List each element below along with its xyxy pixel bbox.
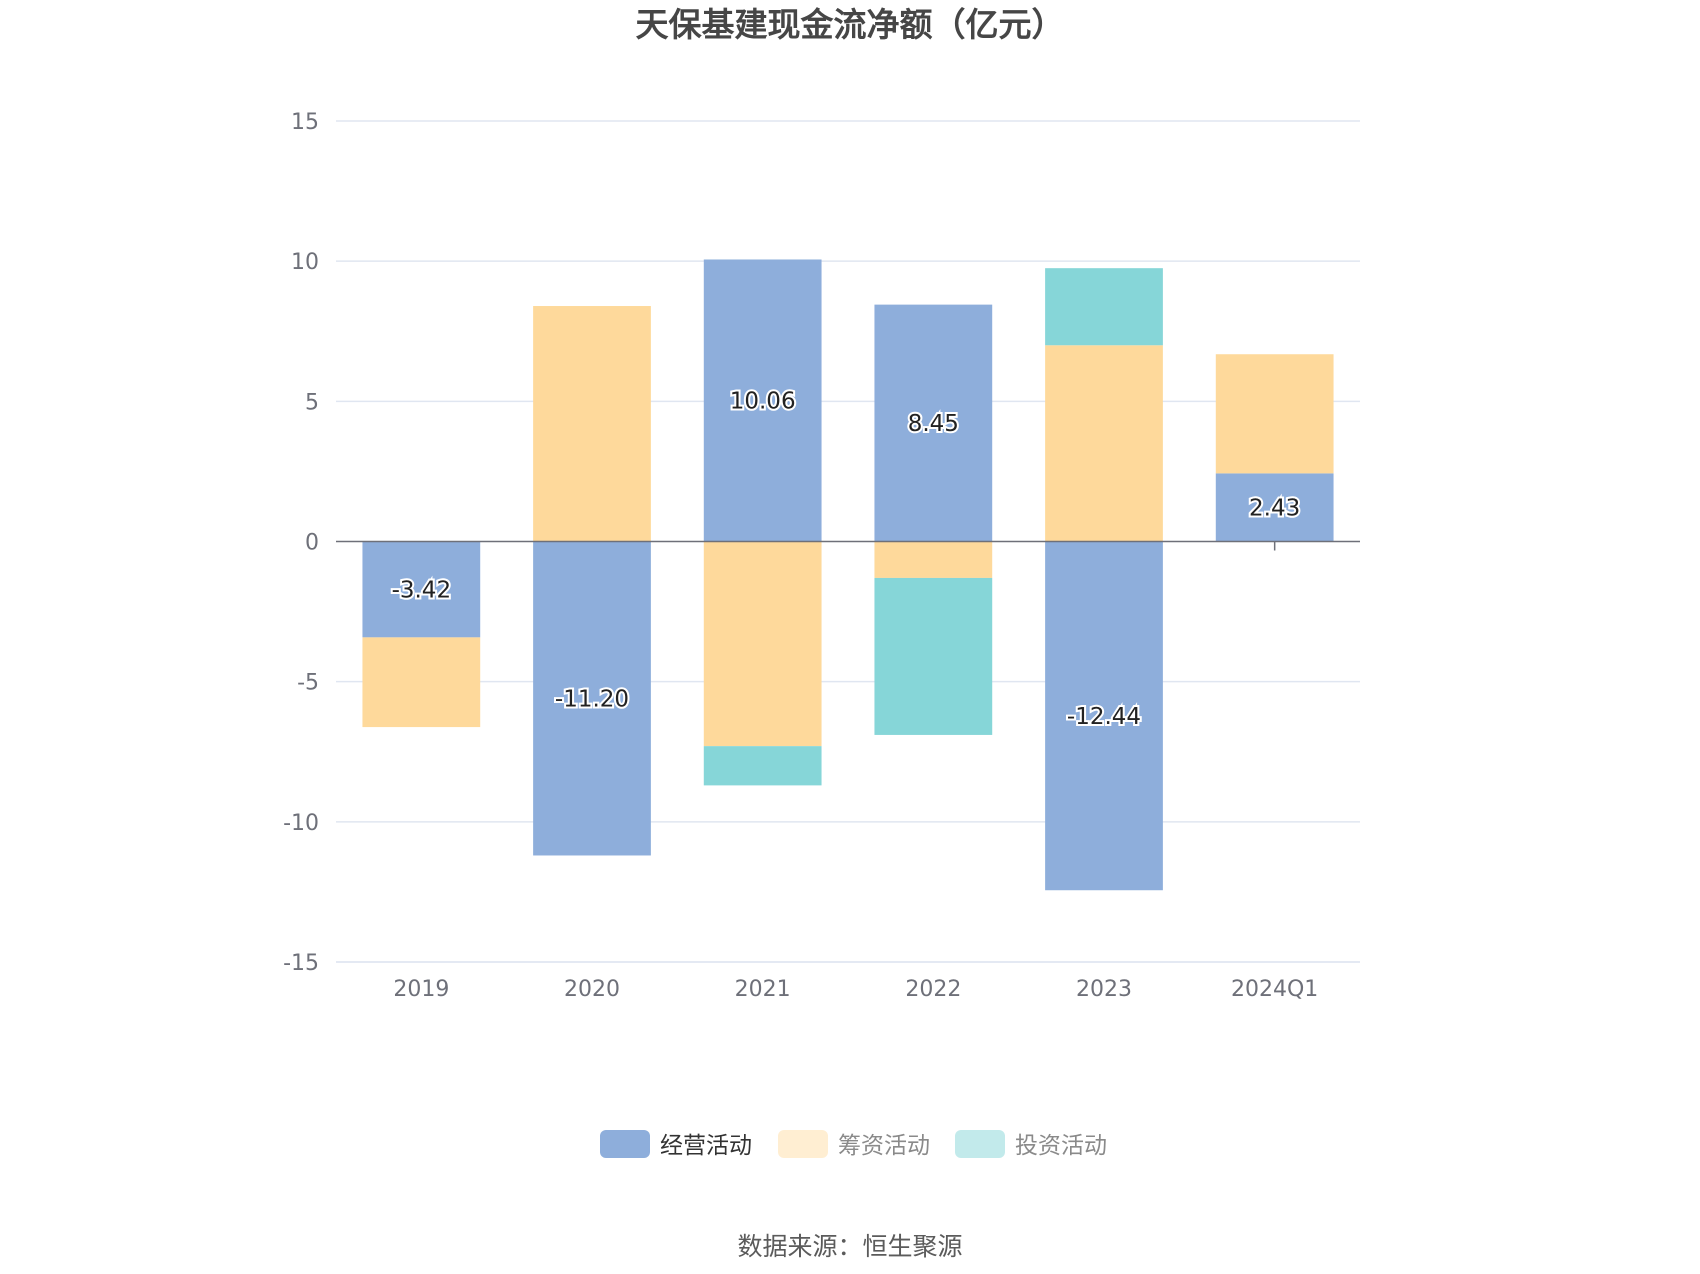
bar-投资活动-2022[interactable] [874,577,993,735]
bar-经营活动-2022[interactable] [874,304,993,542]
bar-筹资活动-2024Q1[interactable] [1215,354,1334,474]
legend-swatch [955,1130,1005,1158]
legend[interactable]: 经营活动 筹资活动 投资活动 [600,1130,1107,1159]
legend-label: 经营活动 [660,1133,752,1159]
x-tick-label: 2022 [905,977,961,1002]
y-tick-label: -10 [283,811,319,836]
y-tick-label: 5 [305,390,319,415]
bar-筹资活动-2021[interactable] [703,541,822,747]
bar-筹资活动-2020[interactable] [533,306,651,542]
x-tick-label: 2024Q1 [1231,977,1318,1002]
x-tick-label: 2023 [1076,977,1132,1002]
x-tick-label: 2020 [564,977,620,1002]
zero-axis [336,540,1360,551]
x-tick-label: 2019 [393,977,449,1002]
data-label: -11.20 [555,686,629,712]
legend-label: 投资活动 [1015,1133,1107,1159]
data-label: 2.43 [1249,495,1300,521]
y-tick-label: -5 [297,671,319,696]
y-tick-label: 10 [291,250,319,275]
legend-item-筹资活动[interactable]: 筹资活动 [778,1130,930,1159]
bar-投资活动-2023[interactable] [1045,268,1163,346]
data-label: 8.45 [908,411,959,437]
legend-item-经营活动[interactable]: 经营活动 [600,1130,752,1159]
data-label: -3.42 [392,577,452,603]
y-tick-label: -15 [283,951,319,976]
chart-title: 天保基建现金流净额（亿元） [636,5,1065,44]
bar-经营活动-2019[interactable] [362,541,481,638]
bar-投资活动-2021[interactable] [703,746,822,786]
y-axis: 15 10 5 0 -5 -10 -15 [283,110,319,976]
legend-swatch [778,1130,828,1158]
x-tick-label: 2021 [735,977,791,1002]
bar-经营活动-2021[interactable] [703,259,822,542]
data-labels: -3.42 -11.20 10.06 8.45 -12.44 2.43 [390,386,1303,731]
data-label: 10.06 [730,388,796,414]
data-label: -12.44 [1067,704,1141,730]
bar-筹资活动-2019[interactable] [362,637,481,728]
bar-经营活动-2020[interactable] [533,541,651,856]
legend-swatch [600,1130,650,1158]
bar-经营活动-2024Q1[interactable] [1215,473,1334,542]
y-tick-label: 15 [291,110,319,135]
x-axis: 2019 2020 2021 2022 2023 2024Q1 [336,961,1360,1002]
legend-item-投资活动[interactable]: 投资活动 [955,1130,1107,1159]
bar-经营活动-2023[interactable] [1045,541,1163,891]
legend-label: 筹资活动 [838,1133,930,1159]
bar-筹资活动-2022[interactable] [874,541,993,578]
data-source: 数据来源：恒生聚源 [737,1232,962,1261]
bar-筹资活动-2023[interactable] [1045,345,1163,542]
y-tick-label: 0 [305,531,319,556]
bars [362,259,1334,891]
